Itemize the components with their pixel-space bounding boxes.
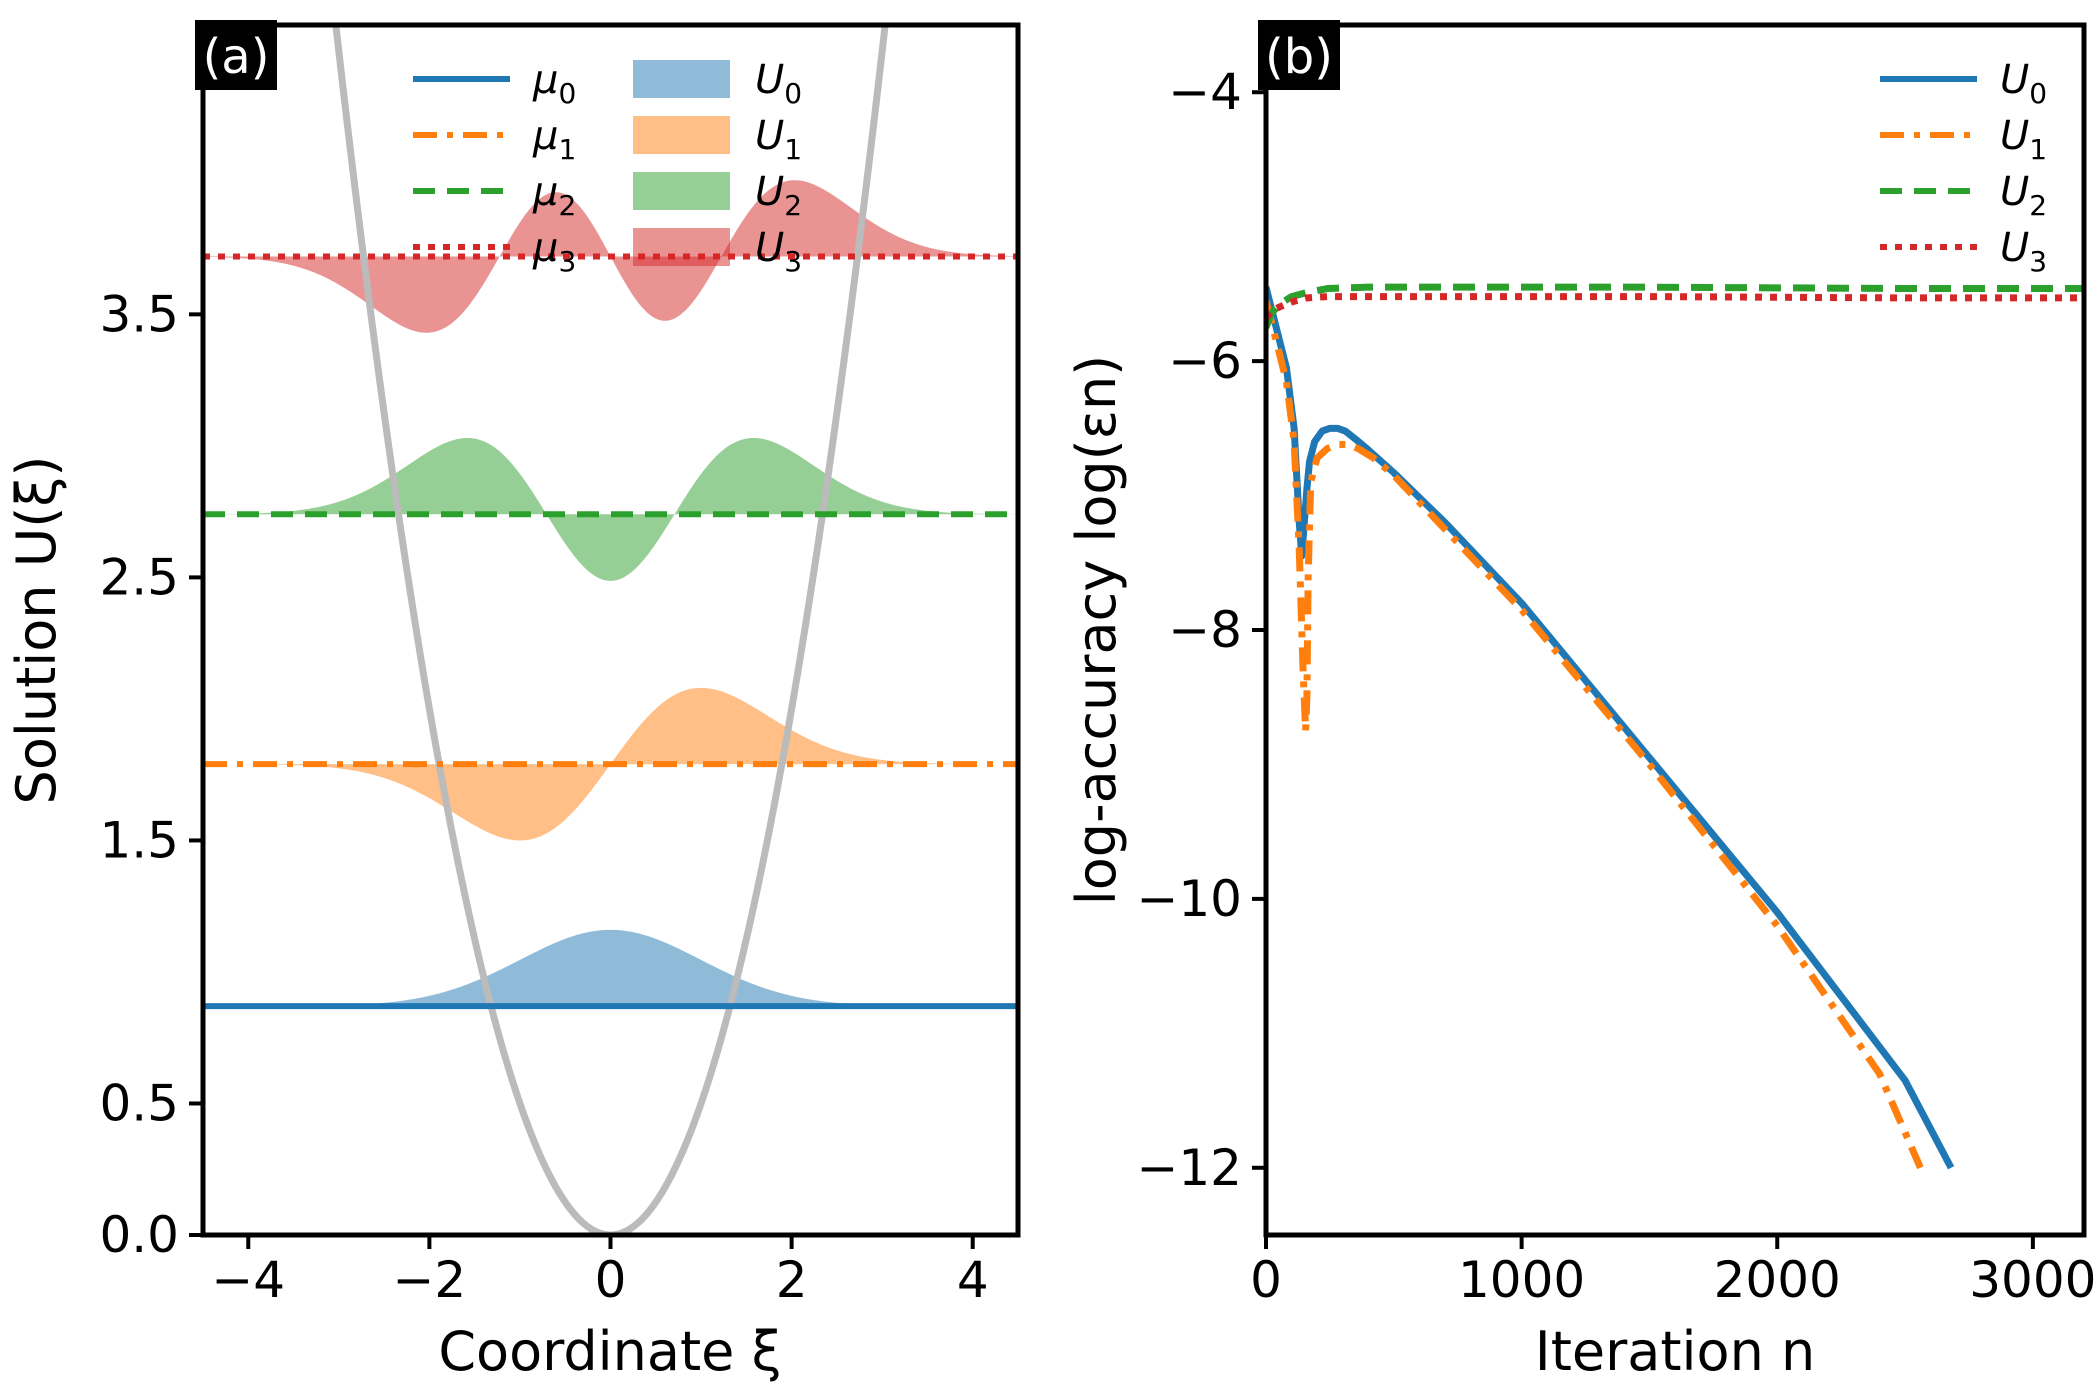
x-tick-label: 0: [1250, 1251, 1282, 1309]
legend-entry-u2: U2: [1880, 169, 2047, 222]
legend-label: U0: [2000, 57, 2047, 110]
x-tick-label: 2000: [1714, 1251, 1841, 1309]
mode-fill-u3: [203, 180, 1018, 333]
y-tick-label: 2.5: [99, 548, 179, 606]
panel-b-plot-area: [1266, 283, 2084, 1170]
legend-entry-u2: U2: [633, 169, 802, 222]
legend-entry-mu3: μ3: [413, 225, 576, 278]
legend-entry-mu2: μ2: [413, 169, 576, 222]
legend-label: U1: [2000, 113, 2047, 166]
y-tick-label: −8: [1168, 601, 1242, 659]
x-tick-label: −4: [211, 1251, 285, 1309]
legend-label: μ2: [532, 169, 576, 222]
panel-b-ylabel: log-accuracy log(εn): [1065, 355, 1128, 905]
series-line-u1: [1266, 299, 1924, 1170]
panel-a-x-ticks: −4 −2 0 2 4: [211, 1235, 989, 1309]
legend-entry-u0: U0: [1880, 57, 2047, 110]
legend-swatch: [633, 228, 730, 266]
x-tick-label: 2: [776, 1251, 808, 1309]
legend-entry-u3: U3: [1880, 225, 2047, 278]
y-tick-label: −4: [1168, 63, 1242, 121]
panel-b-y-ticks: −4 −6 −8 −10 −12: [1136, 63, 1266, 1197]
legend-label: μ1: [532, 113, 576, 166]
legend-swatch: [633, 60, 730, 98]
legend-label: U2: [755, 169, 802, 222]
panel-a-tag: (a): [195, 20, 277, 90]
panel-a-plot-area: [203, 25, 1018, 1235]
x-tick-label: 3000: [1969, 1251, 2096, 1309]
legend-entry-u0: U0: [633, 57, 802, 110]
x-tick-label: −2: [393, 1251, 467, 1309]
y-tick-label: −6: [1168, 332, 1242, 390]
legend-label: U1: [755, 113, 802, 166]
potential-curve: [332, 25, 889, 1235]
panel-a-y-ticks: 0.0 0.5 1.5 2.5 3.5: [99, 285, 203, 1264]
panel-a-ylabel: Solution U(ξ): [5, 456, 68, 805]
x-tick-label: 1000: [1458, 1251, 1585, 1309]
x-tick-label: 0: [595, 1251, 627, 1309]
legend-entry-mu1: μ1: [413, 113, 576, 166]
y-tick-label: 0.5: [99, 1074, 179, 1132]
panel-b-xlabel: Iteration n: [1535, 1320, 1815, 1383]
legend-entry-u1: U1: [1880, 113, 2047, 166]
panel-b-frame: [1263, 22, 2087, 1238]
y-tick-label: 0.0: [99, 1206, 179, 1264]
series-line-u2: [1266, 283, 2084, 329]
series-line-u3: [1266, 293, 2084, 321]
panel-a-tag-label: (a): [203, 29, 270, 85]
legend-swatch: [633, 172, 730, 210]
y-tick-label: 1.5: [99, 811, 179, 869]
panel-b-tag: (b): [1258, 20, 1340, 90]
y-tick-label: 3.5: [99, 285, 179, 343]
panel-a: −4 −2 0 2 4 0.0 0.5 1.5 2.5 3.5 Coordinate ξ Sol…: [5, 20, 1021, 1383]
legend-entry-u1: U1: [633, 113, 802, 166]
panel-b: 0 1000 2000 3000 −4 −6 −8 −10 −12 Iteration n l…: [1065, 20, 2097, 1383]
mode-fill-u2: [203, 437, 1018, 581]
x-tick-label: 4: [957, 1251, 989, 1309]
legend-label: μ0: [532, 57, 576, 110]
legend-entry-mu0: μ0: [413, 57, 576, 110]
panel-a-frame: [200, 22, 1021, 1238]
mode-fill-u0: [203, 929, 1018, 1007]
legend-swatch: [633, 116, 730, 154]
legend-label: U0: [755, 57, 802, 110]
legend-label: U2: [2000, 169, 2047, 222]
series-line-u0: [1266, 286, 1955, 1170]
panel-b-tag-label: (b): [1265, 29, 1333, 85]
panel-a-xlabel: Coordinate ξ: [438, 1320, 781, 1383]
y-tick-label: −10: [1136, 870, 1242, 928]
panel-b-x-ticks: 0 1000 2000 3000: [1250, 1235, 2097, 1309]
legend-entry-u3: U3: [633, 225, 802, 278]
y-tick-label: −12: [1136, 1139, 1242, 1197]
legend-label: U3: [2000, 225, 2047, 278]
